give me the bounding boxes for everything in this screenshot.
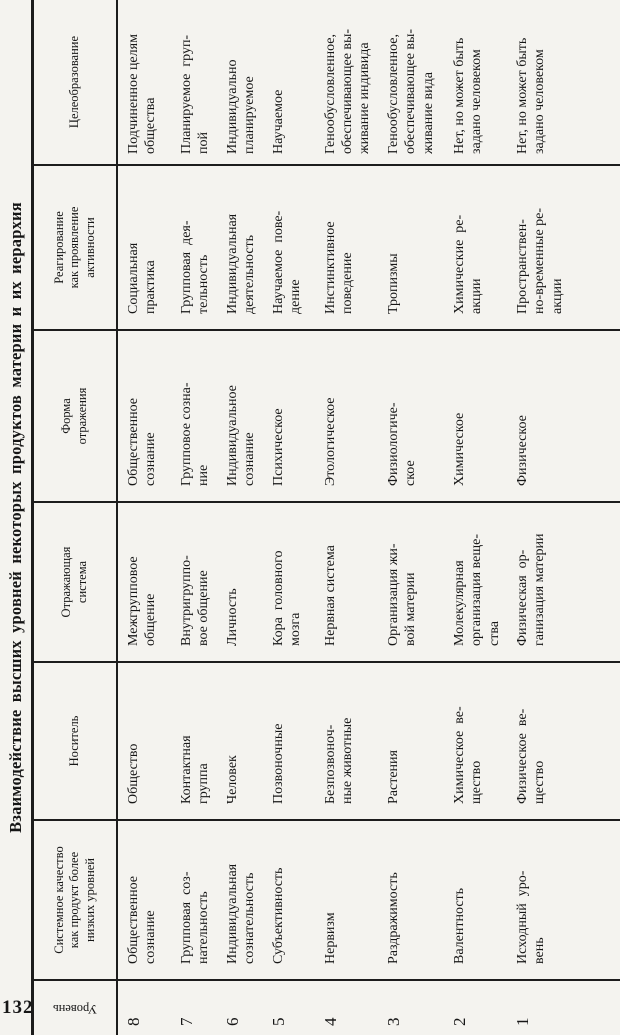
column-header-reflecting-system: Отражающая система: [32, 502, 117, 662]
table-cell: Внутригруппо- вое общение: [171, 502, 217, 662]
table-cell: Химическое: [443, 330, 507, 502]
table-cell: Групповое созна- ние: [171, 330, 217, 502]
table-cell: Генообусловленное, обеспечивающее вы- жи…: [377, 0, 444, 165]
table-cell: Химические ре- акции: [443, 165, 507, 330]
cell-level: 3: [383, 1017, 403, 1027]
column-header-goal-formation: Целеобразование: [32, 0, 117, 165]
table-cell: Общественное сознание: [117, 820, 171, 980]
table-cell: Нет, но может быть задано человеком: [506, 0, 620, 165]
cell-level: 6: [222, 1017, 242, 1027]
table-cell: Физическая ор- ганизация материи: [506, 502, 620, 662]
table-cell: Физическое: [506, 330, 620, 502]
column-header-reaction: Реагирование как проявление активности: [32, 165, 117, 330]
table-cell: Молекулярная организация веще- ства: [443, 502, 507, 662]
cell-level: 2: [449, 1017, 469, 1027]
table-cell: Безпозвоноч- ные животные: [314, 662, 378, 820]
table-cell: Человек: [216, 662, 263, 820]
table-cell: Этологическое: [314, 330, 378, 502]
table-cell: Валентность: [443, 820, 507, 980]
cell-level: 8: [124, 1017, 143, 1027]
table-cell: Физиологиче- ское: [377, 330, 444, 502]
table-row: 3 Раздражимость Растения Организация жи-…: [377, 0, 444, 1035]
table-cell: Общественное сознание: [117, 330, 171, 502]
table-row: 5 Субъективность Позвоночные Кора головн…: [262, 0, 315, 1035]
table-row: 7 Групповая соз- нательность Контактная …: [171, 0, 217, 1035]
table-cell: Генообусловленное, обеспечивающее вы- жи…: [314, 0, 378, 165]
table-cell: Научаемое пове- дение: [262, 165, 315, 330]
table-row: 1 Исходный уро- вень Физическое ве- щест…: [506, 0, 620, 1035]
table-cell: Кора головного мозга: [262, 502, 315, 662]
table-cell: Групповая соз- нательность: [171, 820, 217, 980]
table-cell: Общество: [117, 662, 171, 820]
cell-level: 1: [512, 1017, 532, 1027]
column-header-system-quality: Системное качество как продукт более низ…: [32, 820, 117, 980]
table-row: 4 Нервизм Безпозвоноч- ные животные Нерв…: [314, 0, 378, 1035]
table-cell: Нет, но может быть задано человеком: [443, 0, 507, 165]
table-row: 8 Общественное сознание Общество Межгруп…: [117, 0, 171, 1035]
table-cell: Раздражимость: [377, 820, 444, 980]
levels-table: Уровень Системное качество как продукт б…: [31, 0, 620, 1035]
cell-level: 5: [268, 1017, 288, 1027]
table-cell: Субъективность: [262, 820, 315, 980]
column-header-level-label: Уровень: [52, 1001, 98, 1016]
column-header-reflection-form: Форма отражения: [32, 330, 117, 502]
table-cell: Физическое ве- щество: [506, 662, 620, 820]
page-number: 132: [2, 997, 34, 1018]
table-cell: Растения: [377, 662, 444, 820]
table-cell: Личность: [216, 502, 263, 662]
table-cell: Пространствен- но-временные ре- акции: [506, 165, 620, 330]
table-row: 6 Индивидуальная сознательность Человек …: [216, 0, 263, 1035]
table-cell: Химическое ве- щество: [443, 662, 507, 820]
cell-level: 7: [177, 1017, 196, 1027]
table-row: 2 Валентность Химическое ве- щество Моле…: [443, 0, 507, 1035]
table-cell: Тропизмы: [377, 165, 444, 330]
table-cell: Организация жи- вой материи: [377, 502, 444, 662]
table-cell: Социальная практика: [117, 165, 171, 330]
table-cell: Планируемое груп- пой: [171, 0, 217, 165]
table-cell: Индивидуальное сознание: [216, 330, 263, 502]
table-cell: Нервизм: [314, 820, 378, 980]
table-cell: Психическое: [262, 330, 315, 502]
column-header-level: Уровень: [32, 980, 117, 1035]
table-cell: Групповая дея- тельность: [171, 165, 217, 330]
header-row: Уровень Системное качество как продукт б…: [32, 0, 117, 1035]
table-cell: Исходный уро- вень: [506, 820, 620, 980]
column-header-carrier: Носитель: [32, 662, 117, 820]
cell-level: 4: [320, 1017, 340, 1027]
table-cell: Индивидуально планируемое: [216, 0, 263, 165]
table-cell: Научаемое: [262, 0, 315, 165]
table-cell: Позвоночные: [262, 662, 315, 820]
table-cell: Инстинктивное поведение: [314, 165, 378, 330]
table-cell: Индивидуальная сознательность: [216, 820, 263, 980]
table-title: Взаимодействие высших уровней некоторых …: [6, 202, 25, 833]
table-cell: Индивидуальная деятельность: [216, 165, 263, 330]
table-cell: Нервная система: [314, 502, 378, 662]
table-cell: Контактная группа: [171, 662, 217, 820]
table-cell: Межгрупповое общение: [117, 502, 171, 662]
table-cell: Подчиненное целям общества: [117, 0, 171, 165]
